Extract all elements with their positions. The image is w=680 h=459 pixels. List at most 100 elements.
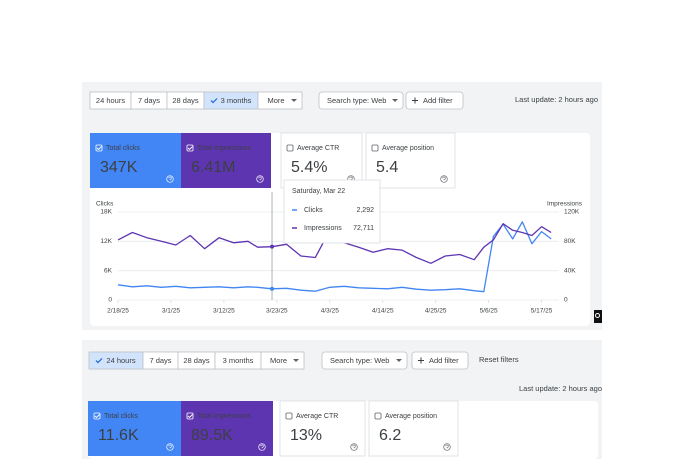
hover-point [270, 244, 275, 249]
y2-tick-label: 80K [564, 238, 576, 245]
metric-label: Total clicks [106, 145, 140, 152]
dropdown-caret [293, 359, 299, 362]
dropdown-caret [291, 99, 297, 102]
add-filter-button[interactable] [411, 351, 469, 370]
metric-card[interactable] [368, 400, 459, 457]
x-tick-label: 4/25/25 [425, 308, 447, 315]
x-tick-label: 5/6/25 [480, 308, 498, 315]
y-axis-title: Clicks [96, 201, 114, 208]
search-type-button[interactable] [318, 91, 404, 110]
x-tick-label: 2/18/25 [107, 308, 129, 315]
help-icon[interactable] [443, 443, 451, 451]
y2-tick-label: 120K [564, 209, 580, 216]
add-filter-label: Add filter [429, 356, 459, 365]
metric-value: 89.5K [191, 427, 233, 444]
reset-filters-link[interactable]: Reset filters [479, 355, 519, 364]
checkbox [371, 144, 379, 152]
tooltip-series-name: Impressions [304, 225, 342, 232]
time-range-label: 28 days [172, 96, 199, 105]
series-line [117, 223, 552, 264]
add-filter-button[interactable] [405, 91, 464, 110]
plus-icon [418, 357, 424, 364]
y-tick-label: 18K [100, 209, 112, 216]
checkbox-tick [187, 414, 193, 419]
x-tick-label: 3/1/25 [162, 308, 180, 315]
help-glyph [352, 444, 356, 449]
metric-card[interactable] [90, 133, 181, 188]
y-tick-label: 12K [100, 238, 112, 245]
metric-card[interactable] [280, 132, 363, 189]
time-range-button[interactable] [260, 351, 305, 370]
checkbox [374, 412, 382, 420]
metric-value: 13% [290, 427, 322, 444]
add-filter-label: Add filter [423, 96, 453, 105]
metric-card[interactable] [88, 401, 181, 456]
check-icon [210, 98, 218, 104]
checkbox [285, 412, 293, 420]
metric-value: 5.4 [376, 159, 398, 176]
time-range-label: 24 hours [96, 96, 125, 105]
help-icon[interactable] [440, 175, 448, 183]
time-range-label: More [270, 356, 287, 365]
metric-card[interactable] [181, 133, 271, 188]
help-glyph [445, 444, 449, 449]
metric-label: Average position [385, 413, 437, 420]
help-glyph [168, 444, 172, 449]
help-glyph [258, 176, 262, 181]
checkbox [286, 144, 294, 152]
metric-value: 5.4% [291, 159, 327, 176]
checkbox-tick [96, 146, 102, 151]
help-glyph [260, 444, 264, 449]
x-tick-label: 5/17/25 [531, 308, 553, 315]
help-glyph [349, 176, 353, 181]
time-range-label: 3 months [223, 356, 254, 365]
time-range-label: 28 days [183, 356, 210, 365]
checkbox-tick [94, 414, 100, 419]
search-type-label: Search type: Web [327, 96, 386, 105]
checkbox-tick [187, 146, 193, 151]
time-range-label: 24 hours [106, 356, 135, 365]
time-range-label: 3 months [221, 96, 252, 105]
y-tick-label: 0 [108, 297, 112, 304]
help-icon[interactable] [166, 175, 174, 183]
tooltip-value: 72,711 [353, 225, 374, 232]
metric-label: Average CTR [297, 145, 339, 152]
metric-value: 6.2 [379, 427, 401, 444]
time-range-button[interactable] [257, 91, 303, 110]
checkbox [95, 144, 103, 152]
y2-axis-title: Impressions [547, 201, 583, 208]
last-update: Last update: 2 hours ago [519, 384, 602, 393]
metric-value: 6.41M [191, 159, 235, 176]
metric-card[interactable] [181, 401, 273, 456]
metric-label: Total impressions [197, 413, 252, 420]
search-type-button[interactable] [321, 351, 408, 370]
x-tick-label: 3/23/25 [266, 308, 288, 315]
series-line [117, 221, 552, 293]
help-glyph [168, 176, 172, 181]
check-icon [95, 358, 103, 364]
checkbox [186, 144, 194, 152]
help-icon[interactable] [258, 443, 266, 451]
last-update: Last update: 2 hours ago [515, 95, 598, 104]
plus-icon [412, 97, 418, 104]
dropdown-caret [392, 99, 398, 102]
y-tick-label: 6K [104, 267, 113, 274]
metric-value: 11.6K [98, 427, 139, 444]
metric-label: Total clicks [104, 413, 138, 420]
help-icon[interactable] [166, 443, 174, 451]
time-range-label: 7 days [138, 96, 160, 105]
help-icon[interactable] [350, 443, 358, 451]
metric-card[interactable] [365, 132, 456, 189]
x-tick-label: 4/3/25 [321, 308, 339, 315]
tooltip [283, 179, 381, 244]
y2-tick-label: 0 [564, 297, 568, 304]
time-range-label: 7 days [149, 356, 171, 365]
metric-label: Total impressions [197, 145, 252, 152]
help-icon[interactable] [256, 175, 264, 183]
zoom-icon[interactable] [594, 310, 602, 323]
tooltip-date: Saturday, Mar 22 [292, 188, 345, 195]
x-tick-label: 3/12/25 [213, 308, 235, 315]
x-tick-label: 4/14/25 [372, 308, 394, 315]
